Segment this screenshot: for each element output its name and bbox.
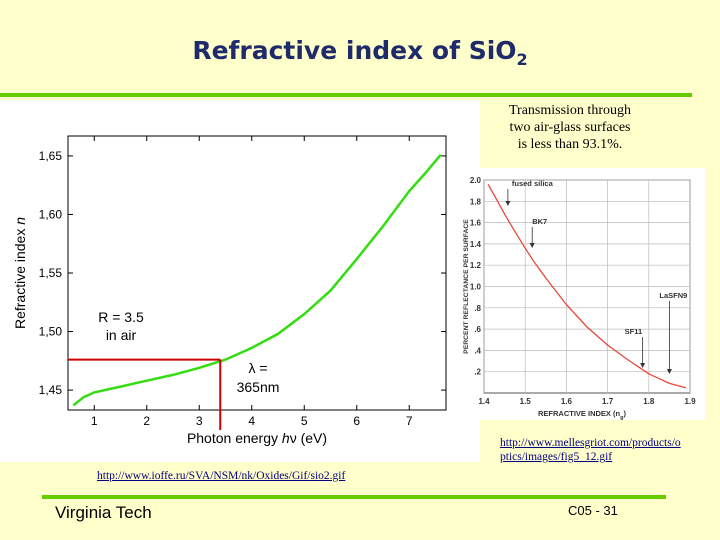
annotation-lambda-line-1: λ = (248, 360, 267, 376)
annotation-lambda-line-2: 365nm (237, 379, 280, 395)
x-tick-label: 2 (143, 414, 150, 428)
y-tick-label: .4 (474, 346, 481, 355)
y-tick-label: 1,55 (39, 266, 63, 280)
transmission-note-line-1: Transmission through (508, 103, 631, 118)
y-tick-label: .8 (474, 304, 481, 313)
x-axis-label-subscript: g (620, 415, 623, 420)
y-axis-label: PERCENT REFLECTANCE PER SURFACE (463, 219, 470, 354)
x-axis-label-h: h (282, 430, 290, 446)
x-axis-label-text: REFRACTIVE INDEX (n (538, 409, 621, 418)
x-axis-label: REFRACTIVE INDEX (ng) (538, 409, 626, 420)
x-tick-label: 1 (91, 414, 98, 428)
x-axis-label: Photon energy hν (eV) (187, 430, 327, 446)
source-link-right-line-1[interactable]: http://www.mellesgriot.com/products/o (500, 437, 681, 449)
x-axis-label-close: ) (623, 409, 626, 418)
y-tick-label: 1,60 (39, 207, 63, 221)
source-link-right-line-2[interactable]: ptics/images/fig5_12.gif (500, 451, 613, 463)
x-tick-label: 1.7 (602, 397, 614, 406)
y-axis-label: Refractive index n (12, 217, 28, 329)
y-tick-label: 1,50 (39, 325, 63, 339)
y-tick-label: 1.0 (470, 283, 482, 292)
x-axis-label-nu: ν (290, 430, 297, 446)
reflectance-chart: 1.4 1.5 1.6 1.7 1.8 1.9 .2 .4 .6 .8 1.0 1.2 1.4 1.6 1.… (463, 176, 696, 420)
transmission-note-line-2: two air-glass surfaces (509, 120, 631, 135)
x-tick-label: 1.5 (520, 397, 532, 406)
title-subscript: 2 (516, 50, 528, 69)
annotation-arrow-head (529, 243, 535, 248)
annotation-arrow-head (505, 201, 511, 206)
y-axis-label-n: n (12, 217, 28, 225)
annotation-arrow-head (640, 363, 646, 368)
annotation-label: BK7 (532, 217, 547, 226)
plot-frame (67, 135, 447, 411)
source-link-left[interactable]: http://www.ioffe.ru/SVA/NSM/nk/Oxides/Gi… (97, 470, 346, 482)
x-tick-label: 3 (196, 414, 203, 428)
bottom-accent-bar (42, 495, 666, 499)
y-tick-label: 1.4 (470, 240, 482, 249)
y-tick-label: 1.2 (470, 261, 482, 270)
y-tick-label: 1.6 (470, 219, 482, 228)
x-tick-label: 7 (406, 414, 413, 428)
annotation-label: SF11 (625, 327, 643, 336)
annotation-r-line-1: R = 3.5 (98, 309, 144, 325)
x-tick-label: 4 (248, 414, 255, 428)
x-tick-label: 1.9 (684, 397, 696, 406)
annotation-label: fused silica (512, 179, 554, 188)
y-tick-label: 2.0 (470, 176, 482, 185)
top-accent-bar (0, 93, 692, 97)
x-tick-label: 1.4 (478, 397, 490, 406)
x-tick-label: 1.8 (643, 397, 655, 406)
footer-slide-number: C05 - 31 (568, 503, 618, 518)
footer-institution: Virginia Tech (55, 503, 152, 522)
refractive-index-chart: 1 2 3 4 5 6 7 1,45 1,50 1,55 1,60 1,65 Photon energy… (12, 135, 447, 446)
transmission-note-line-3: is less than 93.1%. (517, 137, 623, 152)
annotation-r-line-2: in air (106, 327, 137, 343)
x-tick-label: 1.6 (561, 397, 573, 406)
series-line-reflectance (487, 183, 687, 389)
annotation-label: LaSFN9 (659, 291, 687, 300)
y-tick-label: 1,65 (39, 149, 63, 163)
x-axis-label-unit: (eV) (297, 430, 327, 446)
x-axis-label-text: Photon energy (187, 430, 282, 446)
series-line-sio2 (72, 153, 442, 407)
x-tick-label: 5 (301, 414, 308, 428)
annotation-arrow-head (666, 369, 672, 374)
source-link-right[interactable]: http://www.mellesgriot.com/products/o pt… (500, 436, 700, 464)
y-tick-label: 1.8 (470, 197, 482, 206)
y-tick-label: 1,45 (39, 383, 63, 397)
transmission-note: Transmission through two air-glass surfa… (486, 102, 654, 153)
slide-title: Refractive index of SiO2 (0, 36, 720, 69)
y-axis-label-text: Refractive index (12, 225, 28, 329)
y-tick-label: .6 (474, 325, 481, 334)
x-tick-label: 6 (353, 414, 360, 428)
title-text: Refractive index of SiO (192, 36, 517, 65)
y-tick-label: .2 (474, 368, 481, 377)
